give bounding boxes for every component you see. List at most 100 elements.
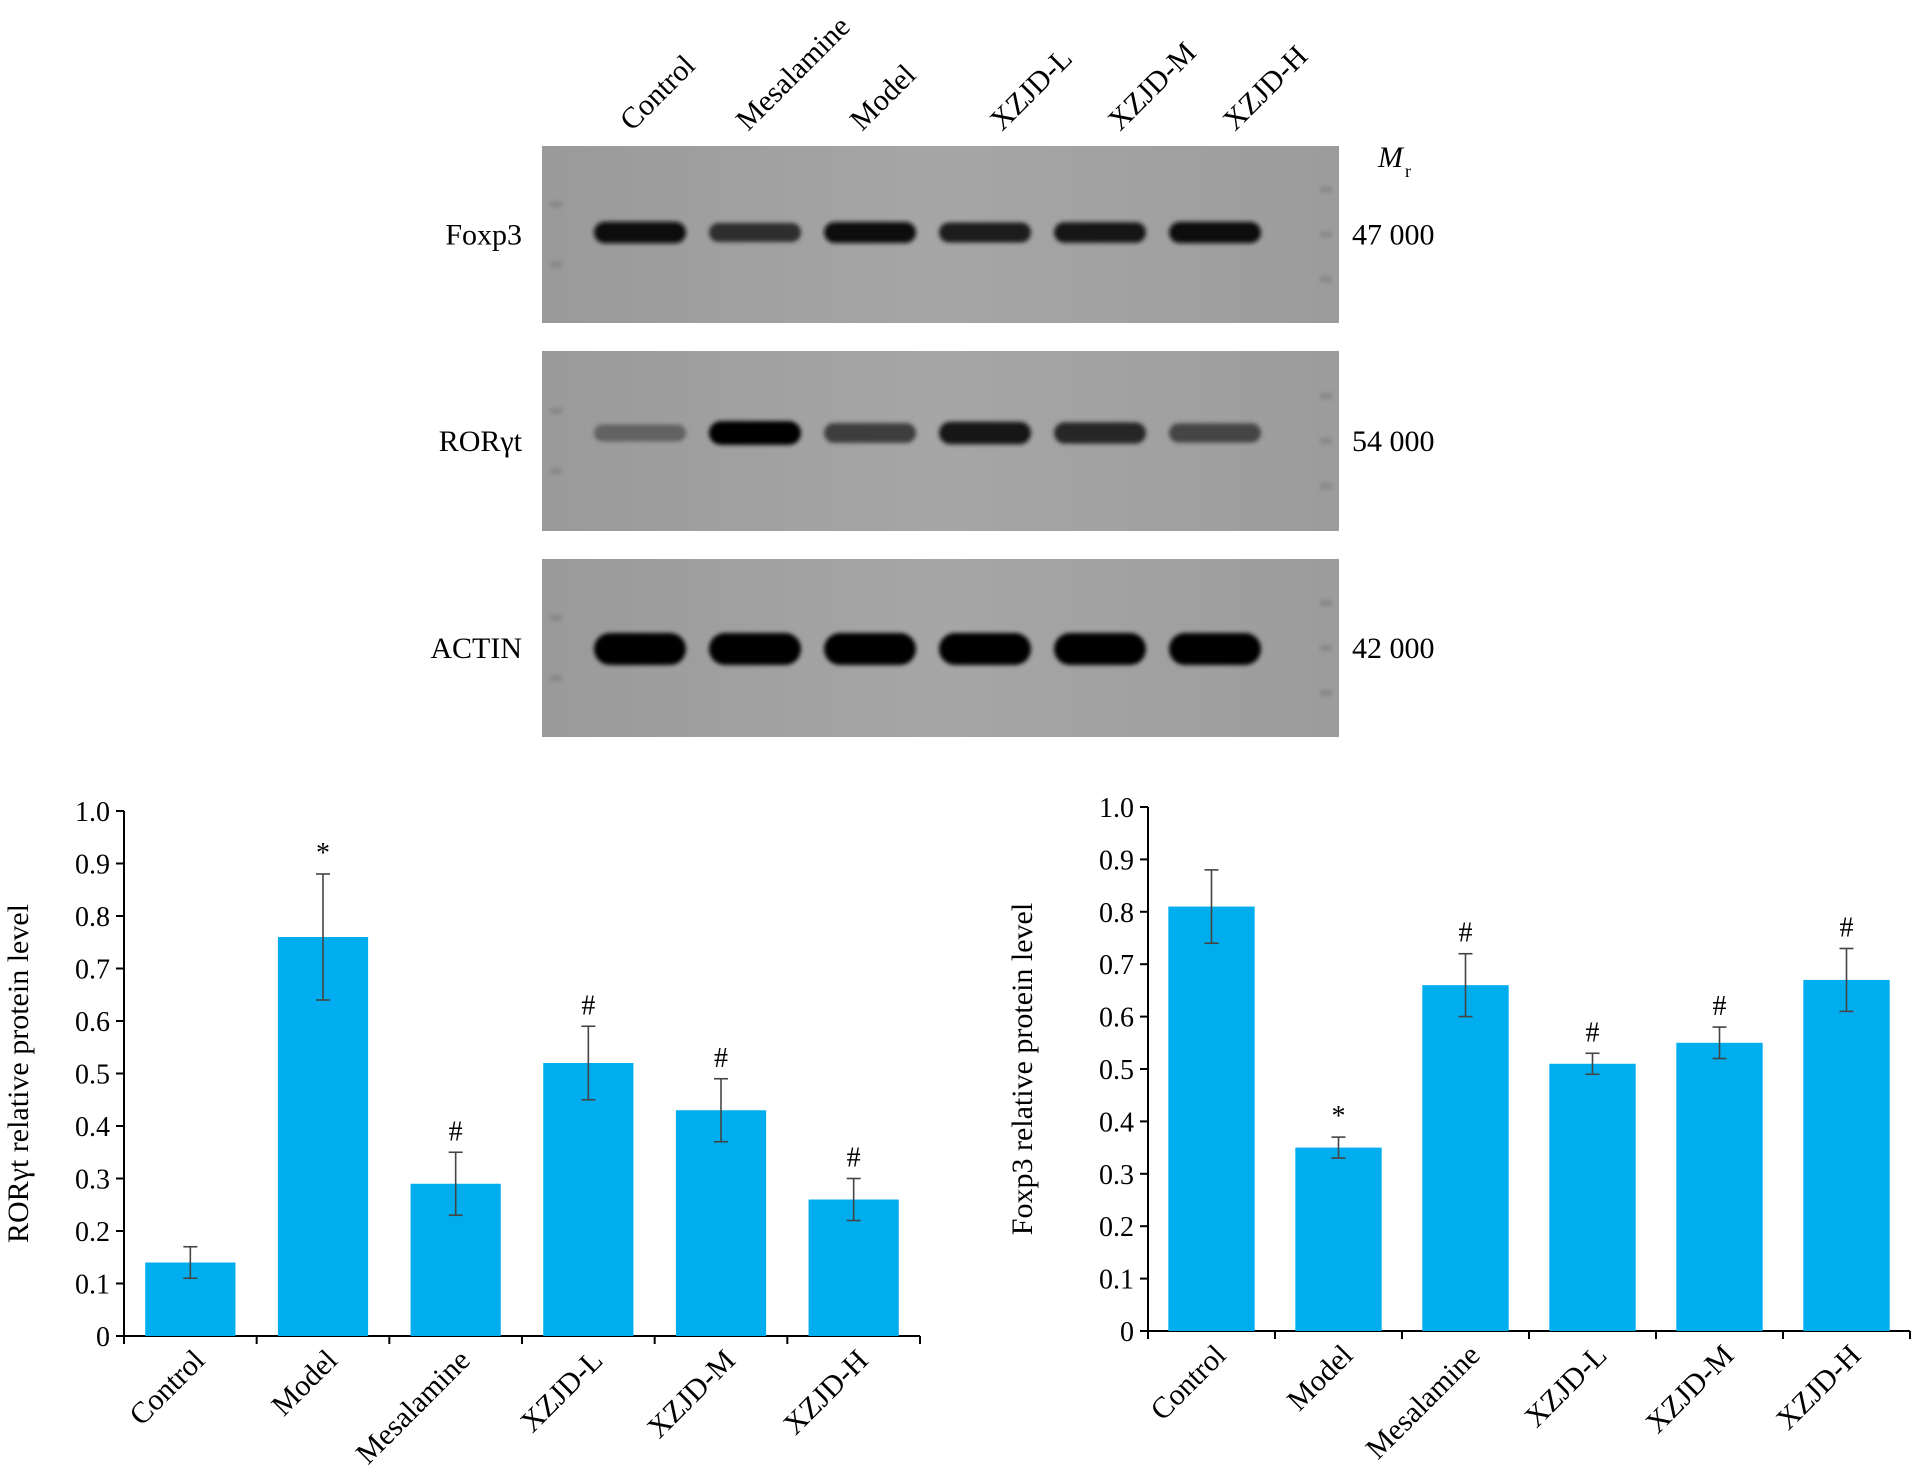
y-tick-label: 0.6 <box>75 1007 110 1038</box>
y-axis-label: RORγt relative protein level <box>2 904 35 1243</box>
x-tick-label-xzjd-l: XZJD-L <box>1518 1339 1613 1434</box>
y-tick-label: 0.2 <box>75 1217 110 1248</box>
mr-label: M <box>1377 141 1405 174</box>
y-tick-label: 0.8 <box>75 902 110 933</box>
band-foxp3-xzjd-m <box>1054 222 1146 243</box>
annotation-xzjd-m: # <box>714 1043 728 1074</box>
band-foxp3-xzjd-l <box>939 222 1031 243</box>
bar-xzjd-h <box>808 1199 899 1336</box>
rorgt-bar-chart: 0 0.1 0.2 0.3 0.4 0.5 0.6 0.7 0.8 0.9 1.0 RORγt rel… <box>2 797 921 1471</box>
row-label-actin: ACTIN <box>430 632 522 665</box>
x-tick-label-control: Control <box>1144 1339 1232 1427</box>
band-actin-model <box>824 633 916 665</box>
blot-row-ror-t: RORγt 54 000 <box>439 351 1435 531</box>
y-tick-label: 0.7 <box>1099 950 1134 981</box>
ladder-mark <box>1320 645 1332 651</box>
band-ror-t-control <box>594 424 686 442</box>
row-label-ror-t: RORγt <box>439 425 523 458</box>
band-ror-t-mesalamine <box>709 421 801 445</box>
lane-label-xzjd-l: XZJD-L <box>984 42 1079 137</box>
bar-xzjd-l <box>1549 1063 1636 1331</box>
band-actin-xzjd-m <box>1054 633 1146 665</box>
band-ror-t-xzjd-l <box>939 421 1031 445</box>
ladder-mark <box>550 675 562 681</box>
y-tick-label: 1.0 <box>1099 793 1134 824</box>
x-tick-label-mesalamine: Mesalamine <box>350 1344 477 1471</box>
annotation-xzjd-h: # <box>1840 912 1854 943</box>
x-tick-label-model: Model <box>265 1344 344 1423</box>
x-tick-label-xzjd-l: XZJD-L <box>514 1344 609 1439</box>
band-actin-xzjd-h <box>1169 633 1261 665</box>
lane-label-xzjd-h: XZJD-H <box>1217 39 1315 137</box>
mr-value-foxp3: 47 000 <box>1352 219 1435 252</box>
x-tick-label-model: Model <box>1281 1339 1360 1418</box>
band-actin-mesalamine <box>709 633 801 665</box>
blot-rows: Foxp3 47 000 RORγt 54 000 ACTIN 42 000 <box>430 146 1435 737</box>
mr-subscript: r <box>1405 161 1411 181</box>
x-tick-label-xzjd-m: XZJD-M <box>641 1344 742 1445</box>
ladder-mark <box>1320 438 1332 444</box>
bar-control <box>1168 906 1255 1331</box>
annotation-xzjd-l: # <box>1586 1017 1600 1048</box>
y-tick-label: 0.1 <box>75 1270 110 1301</box>
y-tick-label: 0 <box>96 1322 110 1353</box>
annotation-xzjd-m: # <box>1713 991 1727 1022</box>
blot-row-actin: ACTIN 42 000 <box>430 559 1435 737</box>
mr-value-ror-t: 54 000 <box>1352 425 1435 458</box>
band-ror-t-model <box>824 423 916 443</box>
y-axis-label: Foxp3 relative protein level <box>1006 903 1039 1235</box>
y-tick-label: 0.3 <box>1099 1160 1134 1191</box>
y-tick-label: 0.6 <box>1099 1003 1134 1034</box>
y-tick-label: 0.3 <box>75 1165 110 1196</box>
y-tick-label: 0.7 <box>75 955 110 986</box>
x-tick-label-control: Control <box>123 1344 211 1432</box>
lane-label-control: Control <box>614 49 702 137</box>
y-tick-label: 0.5 <box>75 1060 110 1091</box>
mr-value-actin: 42 000 <box>1352 632 1435 665</box>
bar-xzjd-h <box>1803 979 1890 1331</box>
band-foxp3-mesalamine <box>709 222 801 243</box>
band-actin-xzjd-l <box>939 633 1031 665</box>
annotation-mesalamine: # <box>1459 918 1473 949</box>
bar-xzjd-l <box>543 1063 634 1336</box>
lane-label-mesalamine: Mesalamine <box>730 10 857 137</box>
x-tick-label-xzjd-h: XZJD-H <box>777 1344 875 1442</box>
bar-model <box>277 937 369 1336</box>
blot-row-foxp3: Foxp3 47 000 <box>445 146 1435 323</box>
lane-label-model: Model <box>844 58 923 137</box>
annotation-xzjd-l: # <box>581 990 595 1021</box>
band-ror-t-xzjd-h <box>1169 423 1261 443</box>
ladder-mark <box>550 615 562 621</box>
y-tick-label: 0.1 <box>1099 1265 1134 1296</box>
y-tick-label: 0.9 <box>75 850 110 881</box>
foxp3-bar-chart: 0 0.1 0.2 0.3 0.4 0.5 0.6 0.7 0.8 0.9 1.0 Foxp3 rel… <box>1006 793 1911 1466</box>
annotation-mesalamine: # <box>449 1116 463 1147</box>
x-tick-label-xzjd-m: XZJD-M <box>1639 1339 1740 1440</box>
ladder-mark <box>550 201 562 208</box>
band-foxp3-model <box>824 221 916 244</box>
annotation-xzjd-h: # <box>847 1143 861 1174</box>
ladder-mark <box>1320 600 1332 606</box>
y-tick-label: 0.4 <box>1099 1107 1134 1138</box>
y-tick-label: 0.9 <box>1099 845 1134 876</box>
ladder-mark <box>1320 690 1332 696</box>
y-tick-label: 0 <box>1120 1317 1134 1348</box>
annotation-model: * <box>1332 1101 1346 1132</box>
annotation-model: * <box>316 838 330 869</box>
y-tick-label: 0.2 <box>1099 1212 1134 1243</box>
ladder-mark <box>1320 483 1332 489</box>
y-tick-label: 0.8 <box>1099 898 1134 929</box>
y-tick-label: 0.5 <box>1099 1055 1134 1086</box>
band-ror-t-xzjd-m <box>1054 422 1146 444</box>
ladder-mark <box>1320 231 1332 238</box>
bar-mesalamine <box>1422 985 1509 1331</box>
lane-label-xzjd-m: XZJD-M <box>1102 36 1203 137</box>
row-label-foxp3: Foxp3 <box>445 219 522 252</box>
ladder-mark <box>550 408 562 414</box>
x-tick-label-xzjd-h: XZJD-H <box>1770 1339 1868 1437</box>
x-tick-label-mesalamine: Mesalamine <box>1359 1339 1486 1466</box>
band-foxp3-control <box>594 221 686 244</box>
